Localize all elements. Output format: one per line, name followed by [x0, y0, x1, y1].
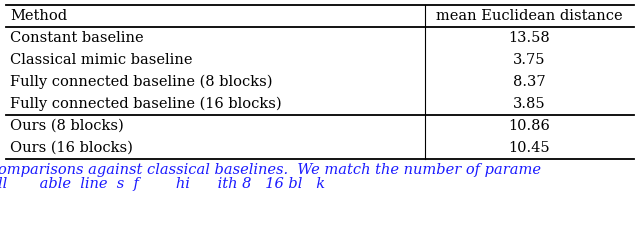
- Text: mean Euclidean distance: mean Euclidean distance: [436, 9, 623, 23]
- Text: ll       able  line  s  f        hi      ith 8   16 bl   k: ll able line s f hi ith 8 16 bl k: [0, 177, 325, 191]
- Text: Constant baseline: Constant baseline: [10, 31, 143, 45]
- Text: Fully connected baseline (8 blocks): Fully connected baseline (8 blocks): [10, 75, 273, 89]
- Text: omparisons against classical baselines.  We match the number of parame: omparisons against classical baselines. …: [0, 163, 541, 177]
- Text: Fully connected baseline (16 blocks): Fully connected baseline (16 blocks): [10, 97, 282, 111]
- Text: Ours (16 blocks): Ours (16 blocks): [10, 141, 133, 155]
- Text: 10.86: 10.86: [509, 119, 550, 133]
- Text: 3.75: 3.75: [513, 53, 546, 67]
- Text: 10.45: 10.45: [509, 141, 550, 155]
- Text: 8.37: 8.37: [513, 75, 546, 89]
- Text: Classical mimic baseline: Classical mimic baseline: [10, 53, 193, 67]
- Text: Method: Method: [10, 9, 67, 23]
- Text: 3.85: 3.85: [513, 97, 546, 111]
- Text: Ours (8 blocks): Ours (8 blocks): [10, 119, 124, 133]
- Text: 13.58: 13.58: [509, 31, 550, 45]
